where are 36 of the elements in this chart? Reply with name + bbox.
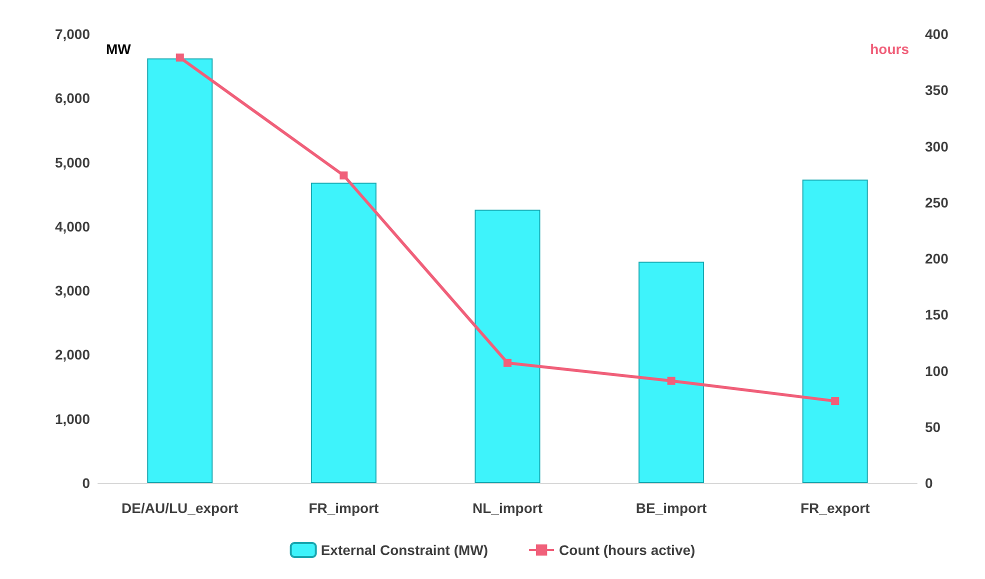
bar	[147, 58, 213, 483]
y2-tick-label: 50	[925, 418, 941, 435]
x-tick-label: FR_export	[800, 500, 870, 516]
y-tick-label: 2,000	[54, 346, 90, 363]
y-tick-label: 0	[82, 475, 90, 491]
bar	[802, 180, 868, 483]
y2-tick-label: 250	[925, 194, 949, 210]
y2-tick-label: 150	[925, 306, 949, 323]
y-tick-label: 5,000	[54, 154, 90, 170]
y-tick-label: 7,000	[54, 26, 90, 42]
point	[504, 358, 512, 367]
point	[667, 376, 676, 385]
y2-tick-label: 200	[925, 250, 949, 266]
legend-label: Count (hours active)	[559, 542, 696, 558]
x-tick-label: DE/AU/LU_export	[122, 500, 239, 516]
y-tick-label: 3,000	[54, 282, 90, 299]
bar	[638, 262, 704, 483]
y-tick-label: 6,000	[54, 90, 90, 106]
bar	[310, 182, 376, 483]
y-tick-label: 4,000	[54, 218, 90, 234]
y-tick-label: 1,000	[54, 410, 90, 427]
bar	[474, 210, 540, 483]
x-tick-label: FR_import	[308, 500, 380, 516]
legend-label: External Constraint (MW)	[320, 542, 488, 558]
y2-tick-label: 350	[925, 82, 949, 98]
y2-tick-label: 100	[925, 362, 949, 379]
point	[176, 54, 184, 62]
y2-axis-title: hours	[870, 41, 910, 57]
y2-tick-label: 400	[925, 26, 949, 42]
point	[831, 397, 840, 406]
y2-tick-label: 300	[925, 138, 949, 154]
x-tick-label: BE_import	[636, 500, 708, 516]
y2-tick-label: 0	[925, 475, 933, 491]
point	[340, 171, 348, 180]
y-axis-title: MW	[106, 41, 132, 57]
x-tick-label: NL_import	[472, 500, 543, 516]
